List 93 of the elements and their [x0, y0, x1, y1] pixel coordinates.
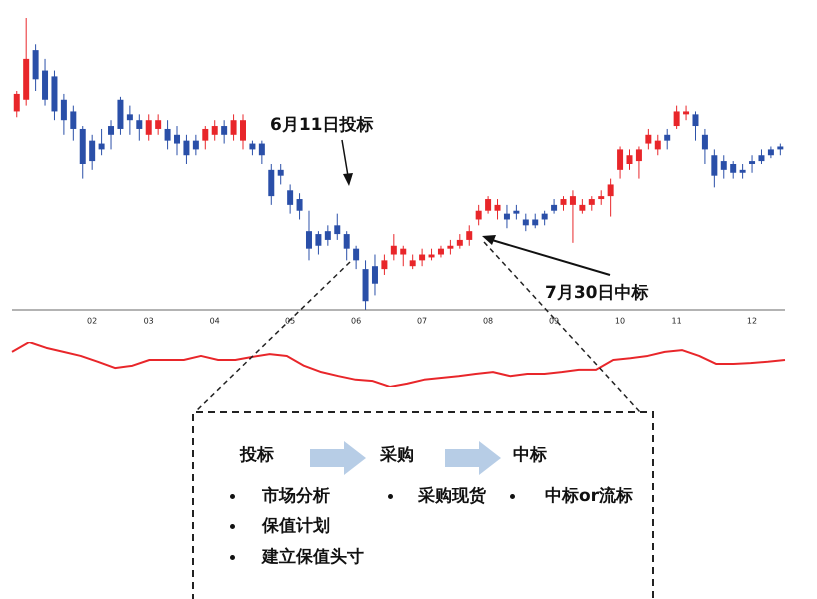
candlestick	[70, 105, 76, 142]
candlestick	[89, 134, 96, 170]
candlestick	[296, 192, 303, 220]
candlestick	[353, 245, 360, 270]
text: 采购现货	[418, 485, 486, 507]
candlestick	[749, 154, 756, 174]
candlestick	[740, 164, 746, 180]
candlestick	[240, 114, 246, 150]
candlestick	[390, 234, 397, 261]
candlestick	[98, 128, 105, 156]
text: 建立保值头寸	[262, 546, 364, 568]
candlestick	[466, 224, 472, 246]
candlestick	[372, 254, 378, 296]
candlestick	[532, 213, 538, 229]
x-tick-label: 08	[482, 316, 494, 326]
text: 保值计划	[262, 515, 330, 537]
candlestick	[183, 134, 190, 164]
candlestick	[278, 164, 284, 185]
candlestick	[146, 114, 152, 142]
candlestick	[758, 148, 764, 164]
text: 市场分析	[262, 485, 330, 507]
candlestick	[438, 245, 444, 258]
candlestick	[212, 120, 218, 142]
candlestick	[692, 110, 698, 142]
candlestick	[645, 128, 652, 150]
x-tick-label: 09	[548, 316, 560, 326]
candlestick	[513, 204, 520, 220]
text: 中标or流标	[545, 485, 634, 507]
candlestick	[410, 254, 416, 270]
candlestick	[702, 128, 708, 164]
annotation: 6月11日投标	[270, 114, 374, 136]
candlestick	[126, 105, 133, 136]
x-tick-label: 04	[210, 316, 220, 326]
candlestick	[768, 146, 774, 159]
candlestick	[636, 146, 642, 180]
candlestick	[674, 105, 680, 130]
candlestick	[221, 120, 228, 144]
candlestick	[504, 204, 510, 229]
candlestick	[711, 148, 718, 188]
x-tick-label: 10	[614, 316, 626, 326]
candlestick	[654, 134, 661, 156]
candlestick	[570, 190, 576, 244]
candlestick	[588, 196, 595, 212]
candlestick	[720, 154, 727, 180]
x-tick-label: 07	[416, 316, 428, 326]
candlestick	[608, 178, 614, 218]
candlestick	[617, 146, 624, 180]
candlestick	[344, 230, 350, 261]
candlestick	[522, 213, 529, 232]
candlestick	[192, 134, 199, 156]
candlestick	[400, 245, 406, 267]
candlestick	[136, 114, 142, 142]
candlestick	[598, 190, 604, 206]
x-tick-label: 06	[350, 316, 362, 326]
candlestick	[108, 120, 114, 150]
candlestick	[494, 198, 501, 220]
candlestick	[202, 126, 208, 150]
candlestick	[485, 196, 492, 214]
annotation: 7月30日中标	[545, 282, 648, 304]
candlestick	[777, 143, 784, 156]
candlestick	[664, 128, 670, 150]
candlestick	[155, 114, 162, 136]
candlestick	[428, 248, 435, 261]
candlestick	[334, 213, 340, 240]
candlestick	[551, 198, 558, 214]
candlestick	[230, 114, 237, 142]
candlestick	[324, 224, 331, 246]
candlestick	[60, 93, 67, 136]
x-tick-label: 12	[746, 316, 758, 326]
candlestick	[381, 254, 388, 276]
candlestick	[306, 210, 312, 261]
candlestick	[560, 196, 567, 212]
x-tick-label: 03	[144, 316, 154, 326]
candlestick	[164, 120, 171, 150]
candlestick	[249, 140, 256, 156]
x-tick-label: 11	[672, 316, 682, 326]
candlestick	[14, 90, 20, 118]
x-tick-label: 02	[87, 316, 98, 326]
candlestick	[626, 148, 632, 170]
candlestick	[419, 248, 426, 267]
candlestick	[730, 160, 736, 180]
text: 采购	[380, 444, 414, 466]
candlestick	[287, 184, 294, 214]
candlestick	[579, 198, 586, 214]
candlestick	[683, 105, 690, 121]
candlestick	[542, 210, 548, 226]
candlestick	[456, 234, 463, 250]
candlestick	[174, 126, 180, 156]
candlestick	[315, 230, 322, 256]
text: 中标	[513, 444, 547, 466]
text: 投标	[240, 444, 274, 466]
candlestick	[258, 140, 265, 164]
candlestick	[476, 204, 482, 226]
